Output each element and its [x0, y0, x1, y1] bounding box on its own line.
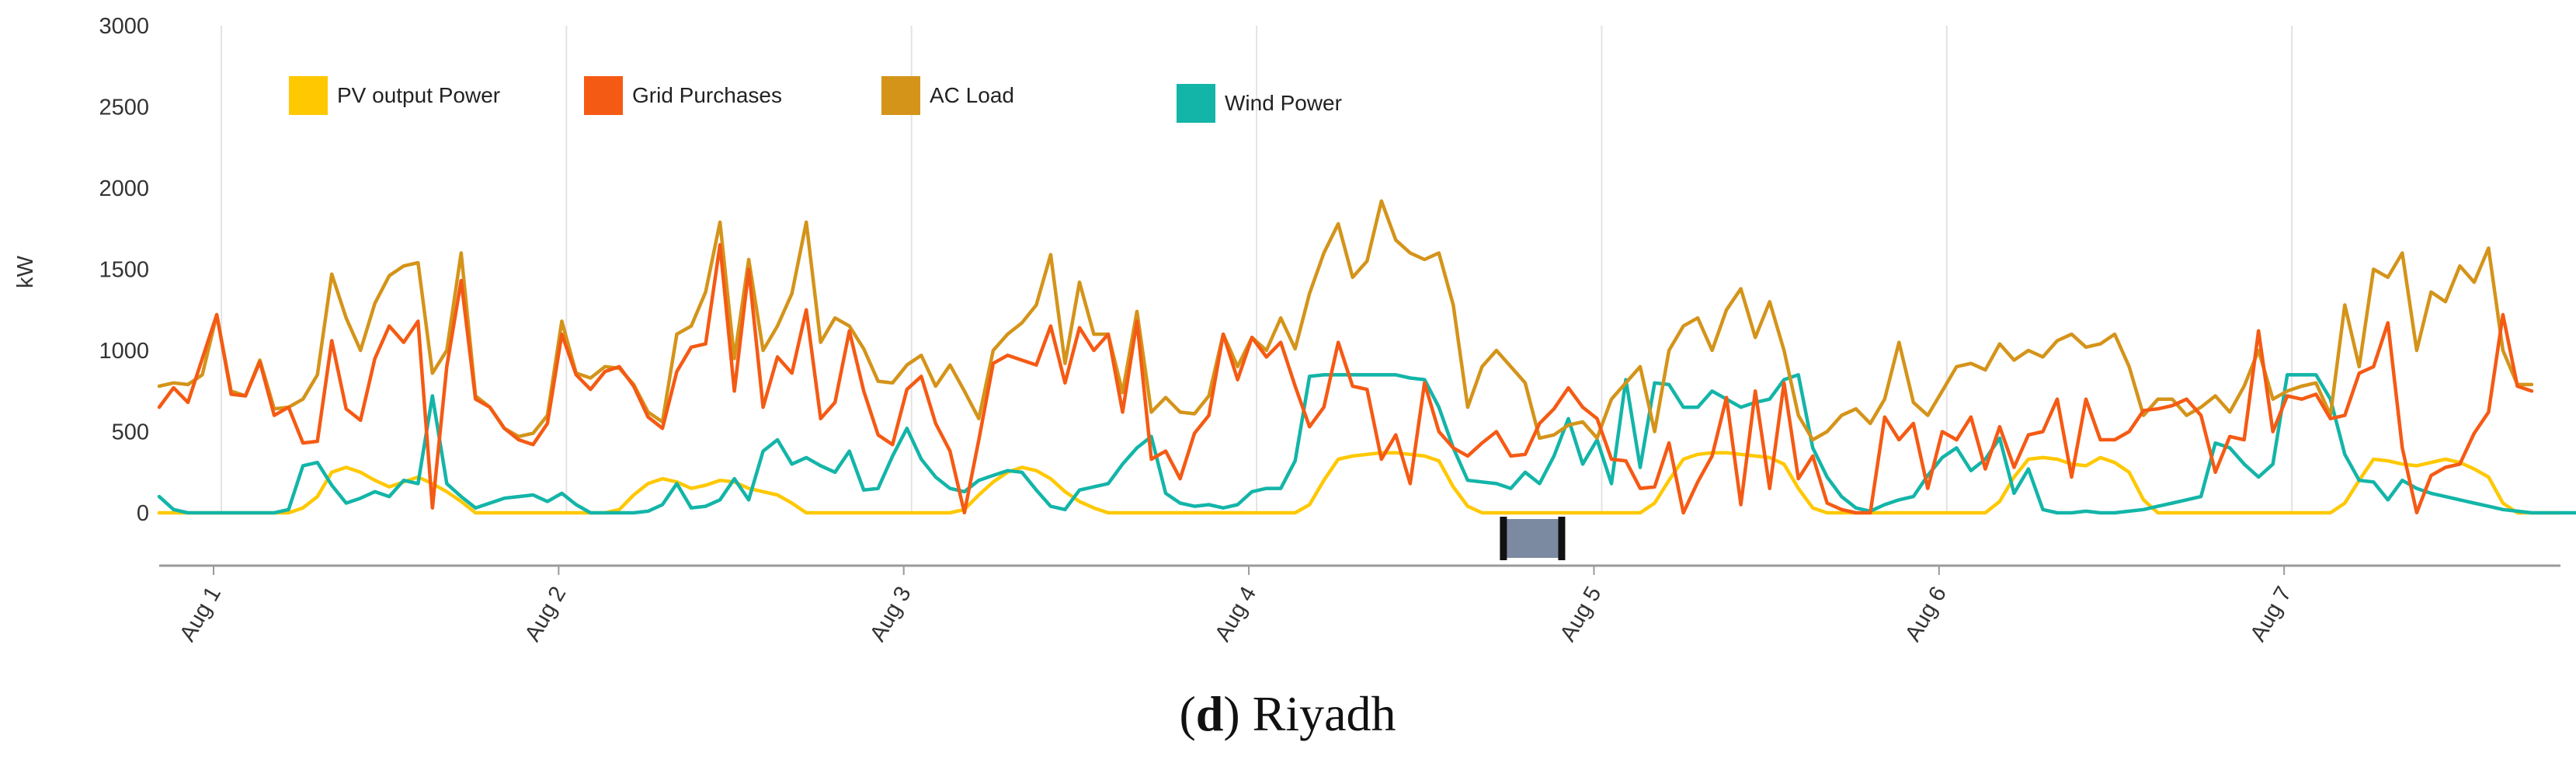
legend-label-wind-power[interactable]: Wind Power	[1225, 91, 1342, 115]
range-selector[interactable]	[1500, 517, 1566, 560]
y-tick-1500: 1500	[99, 258, 149, 283]
caption-letter: d	[1196, 686, 1224, 741]
y-tick-3000: 3000	[99, 14, 149, 39]
series-lines	[157, 199, 2576, 515]
legend[interactable]: PV output Power Grid Purchases AC Load Wind…	[289, 76, 1342, 123]
legend-label-grid-purchases[interactable]: Grid Purchases	[632, 83, 782, 107]
legend-label-ac-load[interactable]: AC Load	[930, 83, 1014, 107]
y-axis-label: kW	[13, 255, 38, 288]
figure-caption: (d) Riyadh	[1179, 686, 1396, 741]
legend-label-pv-output-power[interactable]: PV output Power	[337, 83, 500, 107]
legend-swatch-wind-power[interactable]	[1177, 84, 1215, 123]
series-line-pv-output-power	[157, 451, 2563, 515]
legend-swatch-ac-load[interactable]	[881, 76, 920, 115]
y-tick-2500: 2500	[99, 96, 149, 120]
caption-close-paren: )	[1223, 686, 1239, 741]
caption-city: Riyadh	[1240, 686, 1396, 741]
series-line-wind-power	[157, 373, 2576, 515]
y-axis: 0 500 1000 1500 2000 2500 3000	[99, 14, 149, 526]
series-line-grid-purchases	[157, 242, 2534, 515]
range-selector-right-handle[interactable]	[1558, 517, 1566, 560]
y-tick-0: 0	[137, 501, 149, 526]
legend-swatch-grid-purchases[interactable]	[584, 76, 623, 115]
caption-open-paren: (	[1179, 686, 1195, 741]
y-tick-500: 500	[112, 420, 149, 445]
y-tick-1000: 1000	[99, 339, 149, 364]
y-tick-2000: 2000	[99, 176, 149, 201]
range-selector-window[interactable]	[1504, 519, 1562, 558]
legend-swatch-pv-output-power[interactable]	[289, 76, 328, 115]
range-selector-left-handle[interactable]	[1500, 517, 1507, 560]
